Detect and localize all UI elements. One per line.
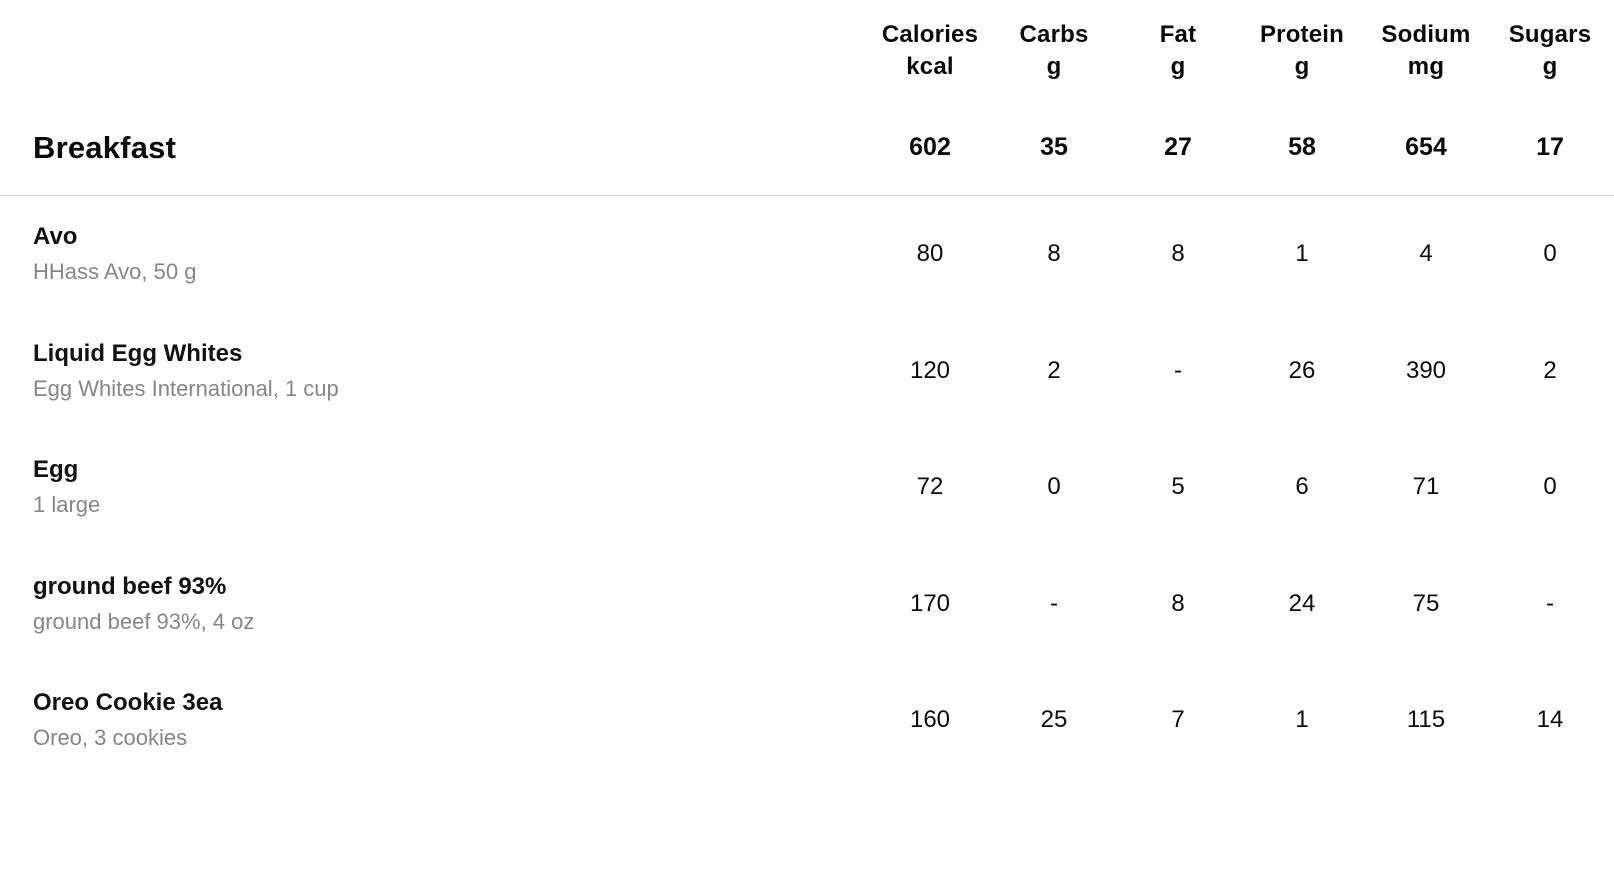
food-value-fat: 8 (1171, 589, 1185, 617)
food-value-sugars: - (1546, 589, 1554, 617)
column-header-protein: Protein g (1240, 19, 1364, 83)
food-value-calories: 160 (909, 706, 951, 734)
food-name: Liquid Egg Whites (33, 339, 243, 367)
food-detail: Egg Whites International, 1 cup (33, 375, 339, 401)
food-value-sodium: 390 (1405, 356, 1447, 384)
food-item-row-liquid-egg-whites[interactable]: Liquid Egg Whites Egg Whites Internation… (0, 313, 1614, 430)
column-header-fat: Fat g (1116, 19, 1240, 83)
food-label-cell: Oreo Cookie 3ea Oreo, 3 cookies (0, 689, 868, 751)
food-value-sugars: 14 (1536, 706, 1564, 734)
food-item-row-ground-beef[interactable]: ground beef 93% ground beef 93%, 4 oz 17… (0, 546, 1614, 663)
food-label-cell: Egg 1 large (0, 456, 868, 518)
food-name: Oreo Cookie 3ea (33, 689, 223, 717)
food-value-fat: 8 (1171, 240, 1185, 268)
food-value-protein: 24 (1288, 589, 1316, 617)
food-value-carbs: 2 (1047, 356, 1061, 384)
food-value-sugars: 2 (1543, 356, 1557, 384)
food-value-fat: 7 (1171, 706, 1185, 734)
food-item-row-avo[interactable]: Avo HHass Avo, 50 g 80 8 8 1 4 0 (0, 196, 1614, 313)
column-label: Sodium (1381, 21, 1471, 48)
food-value-carbs: 25 (1040, 706, 1068, 734)
food-detail: HHass Avo, 50 g (33, 259, 197, 285)
food-value-carbs: - (1050, 589, 1058, 617)
food-item-row-oreo-cookie[interactable]: Oreo Cookie 3ea Oreo, 3 cookies 160 25 7… (0, 662, 1614, 779)
nutrition-table: Calories kcal Carbs g Fat g Protein g So… (0, 0, 1614, 779)
meal-title-cell: Breakfast (0, 130, 868, 166)
column-unit: g (1542, 53, 1558, 80)
food-value-sodium: 4 (1419, 240, 1433, 268)
meal-section-header-breakfast[interactable]: Breakfast 602 35 27 58 654 17 (0, 100, 1614, 195)
section-divider (0, 195, 1614, 196)
food-value-protein: 26 (1288, 356, 1316, 384)
food-value-sodium: 115 (1406, 706, 1446, 734)
food-label-cell: Avo HHass Avo, 50 g (0, 223, 868, 285)
food-value-protein: 1 (1295, 706, 1309, 734)
column-label: Fat (1159, 21, 1197, 48)
column-unit: g (1170, 53, 1186, 80)
food-value-sugars: 0 (1543, 240, 1557, 268)
column-unit: kcal (906, 53, 954, 80)
food-detail: ground beef 93%, 4 oz (33, 608, 255, 634)
food-name: Egg (33, 456, 79, 484)
food-name: Avo (33, 223, 78, 251)
meal-total-fat: 27 (1164, 133, 1192, 161)
meal-total-sugars: 17 (1536, 133, 1564, 161)
food-value-protein: 1 (1295, 240, 1309, 268)
food-detail: Oreo, 3 cookies (33, 725, 188, 751)
food-value-carbs: 8 (1047, 240, 1061, 268)
column-unit: mg (1407, 53, 1445, 80)
food-value-fat: - (1174, 356, 1182, 384)
food-value-calories: 80 (916, 240, 944, 268)
food-item-row-egg[interactable]: Egg 1 large 72 0 5 6 71 0 (0, 429, 1614, 546)
column-label: Sugars (1508, 21, 1592, 48)
column-unit: g (1294, 53, 1310, 80)
food-value-protein: 6 (1295, 473, 1309, 501)
food-value-carbs: 0 (1047, 473, 1061, 501)
food-value-sodium: 75 (1412, 589, 1440, 617)
food-detail: 1 large (33, 492, 101, 518)
meal-title: Breakfast (33, 129, 177, 165)
meal-total-carbs: 35 (1040, 133, 1068, 161)
column-header-sugars: Sugars g (1488, 19, 1612, 83)
food-name: ground beef 93% (33, 572, 227, 600)
food-value-sodium: 71 (1412, 473, 1440, 501)
food-value-sugars: 0 (1543, 473, 1557, 501)
column-label: Protein (1259, 21, 1345, 48)
food-value-calories: 170 (909, 589, 951, 617)
food-value-calories: 120 (909, 356, 951, 384)
meal-total-sodium: 654 (1405, 133, 1447, 161)
meal-total-protein: 58 (1288, 133, 1316, 161)
food-value-fat: 5 (1171, 473, 1185, 501)
column-header-calories: Calories kcal (868, 19, 992, 83)
table-header-row: Calories kcal Carbs g Fat g Protein g So… (0, 0, 1614, 100)
column-header-sodium: Sodium mg (1364, 19, 1488, 83)
food-label-cell: Liquid Egg Whites Egg Whites Internation… (0, 340, 868, 402)
column-label: Carbs (1019, 21, 1089, 48)
column-header-carbs: Carbs g (992, 19, 1116, 83)
meal-total-calories: 602 (909, 133, 951, 161)
food-label-cell: ground beef 93% ground beef 93%, 4 oz (0, 573, 868, 635)
column-label: Calories (881, 21, 979, 48)
column-unit: g (1046, 53, 1062, 80)
food-value-calories: 72 (916, 473, 944, 501)
